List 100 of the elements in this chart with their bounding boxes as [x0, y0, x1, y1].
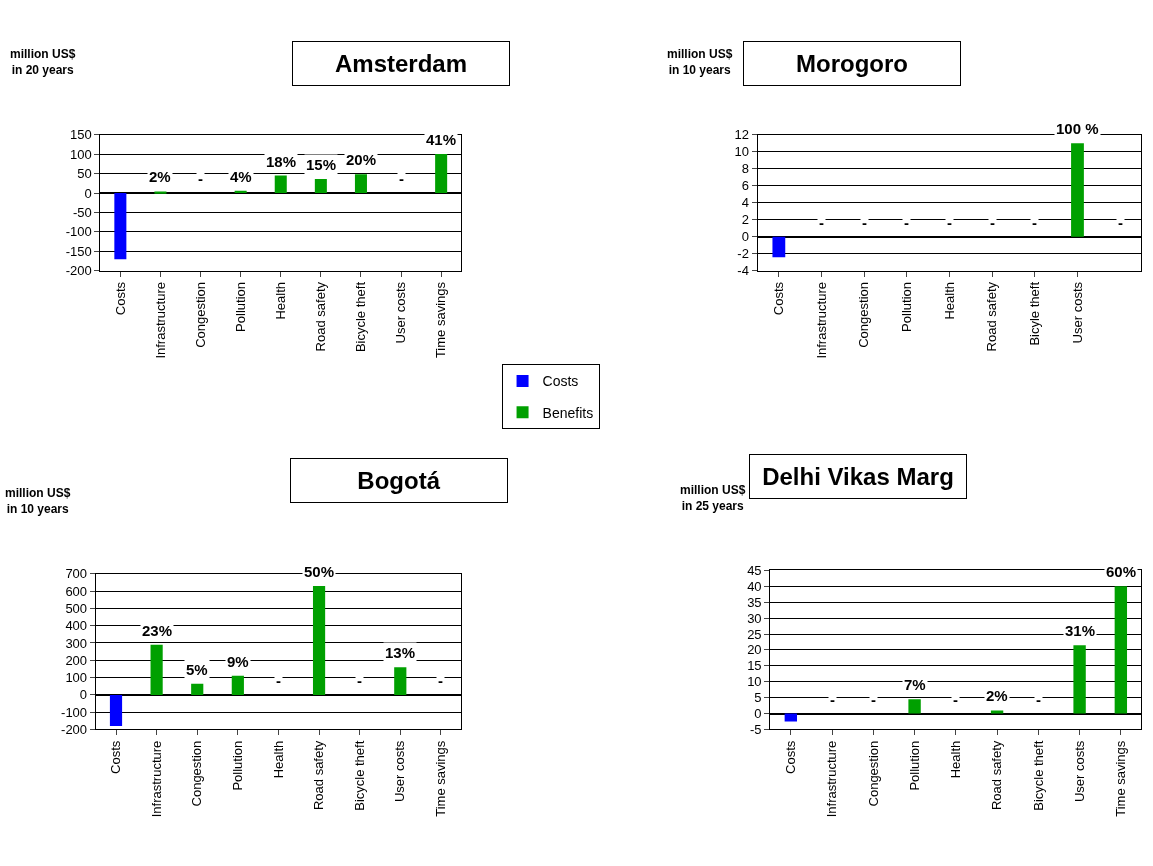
bar	[312, 585, 326, 695]
y-tick-label: 600	[65, 583, 88, 599]
annotation: 2%	[986, 687, 1008, 704]
bar	[394, 667, 407, 695]
y-tick-label: 700	[65, 566, 88, 582]
chart-title: Morogoro	[796, 50, 908, 77]
annotation: 13%	[385, 644, 416, 661]
y-tick-label: -5	[750, 722, 762, 738]
bar	[191, 683, 204, 695]
bar	[435, 154, 448, 193]
annotation: -	[357, 672, 362, 689]
annotation: 4%	[230, 168, 252, 185]
annotation: -	[1036, 691, 1041, 708]
x-tick-label: Pollution	[230, 740, 246, 791]
y-tick-label: 500	[65, 600, 88, 616]
y-tick-label: -200	[61, 722, 88, 738]
x-tick-label: Pollution	[232, 282, 248, 332]
y-tick-label: 2	[741, 212, 749, 228]
x-tick-label: Health	[270, 740, 286, 779]
x-tick-label: Congestion	[856, 282, 872, 348]
annotation: 31%	[1065, 622, 1096, 639]
y-tick-label: 0	[84, 185, 92, 201]
annotation: 20%	[346, 151, 377, 168]
bar	[314, 179, 327, 193]
y-tick-label: 20	[747, 642, 762, 658]
x-tick-label: Bicycle theft	[1030, 740, 1046, 811]
annotation: -	[862, 214, 867, 231]
annotation: -	[1118, 214, 1123, 231]
y-tick-label: 6	[741, 178, 749, 194]
bar	[150, 644, 163, 695]
y-tick-label: 30	[747, 610, 762, 626]
y-axis-title: million US$ in 10 years	[5, 486, 71, 516]
x-tick-label: Road safety	[311, 740, 327, 811]
y-tick-label: 300	[65, 635, 88, 651]
y-tick-label: 10	[734, 144, 749, 160]
x-tick-label: Road safety	[989, 740, 1005, 811]
y-tick-label: -150	[65, 243, 92, 259]
y-tick-label: 50	[77, 166, 92, 182]
bar	[908, 699, 921, 714]
annotation: -	[198, 170, 203, 187]
x-tick-label: User costs	[392, 740, 408, 803]
y-tick-label: 0	[754, 706, 762, 722]
x-tick-label: User costs	[1071, 740, 1087, 803]
y-tick-label: -100	[65, 224, 92, 240]
x-tick-label: Road safety	[984, 281, 1000, 352]
annotation: 5%	[186, 661, 208, 678]
annotation: -	[947, 214, 952, 231]
y-tick-label: 100	[65, 670, 88, 686]
annotation: 18%	[266, 153, 297, 170]
y-tick-label: 10	[747, 674, 762, 690]
x-tick-label: User costs	[1069, 281, 1085, 344]
x-tick-label: Pollution	[899, 282, 915, 332]
y-tick-label: -200	[65, 263, 92, 279]
y-tick-label: -2	[737, 246, 749, 262]
annotation: 41%	[426, 131, 457, 148]
x-tick-label: Bicyle theft	[1027, 281, 1043, 346]
x-tick-label: Bicycle theft	[353, 281, 369, 353]
annotation: 100 %	[1056, 120, 1099, 137]
y-tick-label: 100	[70, 146, 92, 162]
y-axis-title: million US$ in 10 years	[667, 47, 733, 77]
y-tick-label: 0	[79, 687, 88, 703]
annotation: -	[990, 214, 995, 231]
legend-label: Benefits	[542, 404, 594, 421]
x-tick-label: Congestion	[865, 740, 881, 807]
x-tick-label: Bicycle theft	[351, 740, 367, 811]
y-axis-title: million US$ in 25 years	[680, 483, 746, 513]
x-tick-label: Health	[941, 282, 957, 320]
chart-title: Amsterdam	[334, 50, 468, 77]
x-tick-label: Health	[948, 740, 964, 779]
y-tick-label: 5	[754, 690, 762, 706]
x-tick-label: Infrastructure	[824, 740, 840, 818]
x-tick-label: Time savings	[433, 740, 449, 817]
x-tick-label: Infrastructure	[148, 740, 164, 818]
y-tick-label: 150	[70, 127, 92, 143]
bar	[784, 713, 798, 722]
annotation: 23%	[142, 622, 173, 639]
annotation: -	[953, 691, 958, 708]
x-tick-label: Road safety	[313, 281, 329, 352]
x-tick-label: Infrastructure	[813, 282, 829, 359]
bar	[1114, 586, 1128, 714]
chart-title: Bogotá	[357, 467, 441, 494]
annotation: 60%	[1106, 563, 1137, 580]
annotation: 9%	[227, 653, 249, 670]
annotation: 15%	[306, 156, 337, 173]
chart-title: Delhi Vikas Marg	[762, 463, 954, 490]
annotation: 50%	[304, 563, 335, 580]
y-tick-label: 400	[65, 618, 88, 634]
x-tick-label: Time savings	[1113, 740, 1129, 817]
x-tick-label: User costs	[393, 281, 409, 344]
x-tick-label: Pollution	[906, 740, 922, 791]
x-tick-label: Costs	[108, 740, 124, 774]
annotation: -	[830, 691, 835, 708]
x-tick-label: Infrastructure	[152, 282, 168, 359]
y-tick-label: 0	[741, 229, 749, 245]
bar	[109, 694, 123, 727]
annotation: -	[1032, 214, 1037, 231]
bar	[114, 193, 127, 260]
x-tick-label: Congestion	[189, 740, 205, 807]
annotation: -	[871, 691, 876, 708]
y-tick-label: -100	[61, 704, 88, 720]
